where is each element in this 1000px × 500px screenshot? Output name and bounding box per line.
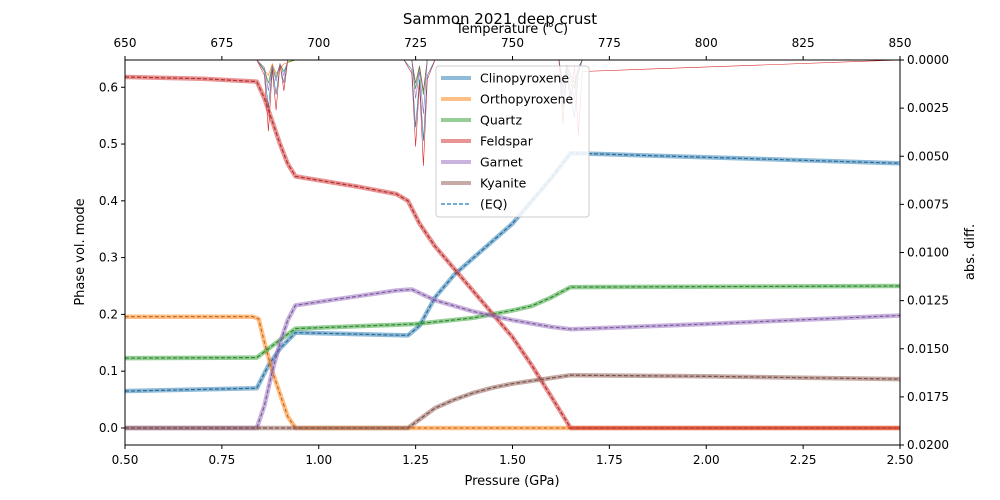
chart-title: Sammon 2021 deep crust (403, 10, 597, 28)
x-tick-label: 1.00 (305, 453, 332, 467)
eq-overlay-kyanite (125, 374, 900, 429)
y2-tick-label: 0.0175 (907, 390, 949, 404)
y-tick-label: 0.4 (99, 194, 118, 208)
legend-box (435, 65, 590, 218)
legend-item: Feldspar (441, 134, 534, 149)
top-axis-label: Temperature (°C) (455, 22, 568, 37)
y-tick-label: 0.2 (99, 307, 118, 321)
eq-line-kyanite (125, 374, 900, 429)
x-tick-label: 2.25 (790, 453, 817, 467)
y2-tick-label: 0.0100 (907, 246, 949, 260)
legend-label: Garnet (480, 155, 523, 170)
x-tick-label: 0.75 (209, 453, 236, 467)
top-x-tick-label: 800 (695, 36, 718, 50)
top-x-tick-label: 725 (404, 36, 427, 50)
y-tick-label: 0.6 (99, 80, 118, 94)
y2-tick-label: 0.0000 (907, 53, 949, 67)
eq-overlay-feldspar (125, 76, 900, 429)
eq-overlay-garnet (125, 288, 900, 429)
eq-overlay-orthopyroxene (125, 316, 900, 429)
x-tick-label: 2.00 (693, 453, 720, 467)
legend-label: Kyanite (480, 176, 527, 191)
legend-item: Garnet (441, 155, 523, 170)
top-x-tick-label: 675 (210, 36, 233, 50)
legend-label: Clinopyroxene (480, 71, 569, 86)
x-tick-label: 0.50 (112, 453, 139, 467)
top-x-tick-label: 775 (598, 36, 621, 50)
legend-label: (EQ) (480, 197, 508, 212)
legend-label: Orthopyroxene (480, 92, 574, 107)
top-x-tick-label: 825 (792, 36, 815, 50)
phase-mode-lines (125, 74, 900, 431)
legend-item: (EQ) (441, 197, 508, 212)
top-x-tick-label: 650 (114, 36, 137, 50)
y-tick-label: 0.1 (99, 364, 118, 378)
y2-tick-label: 0.0200 (907, 438, 949, 452)
y-tick-label: 0.3 (99, 251, 118, 265)
top-x-tick-label: 850 (889, 36, 912, 50)
legend-label: Quartz (480, 113, 522, 128)
legend-item: Clinopyroxene (441, 71, 569, 86)
eq-line-orthopyroxene (125, 316, 900, 429)
y-axis-right: 0.0000 0.0025 0.0050 0.0075 0.0100 0.0125 0.01… (900, 53, 949, 452)
legend-label: Feldspar (480, 134, 534, 149)
y-tick-label: 0.0 (99, 421, 118, 435)
series-line-orthopyroxene (125, 314, 900, 431)
y-axis-left: 0.0 0.1 0.2 0.3 0.4 0.5 0.6 (99, 80, 125, 435)
y2-tick-label: 0.0025 (907, 101, 949, 115)
x-axis-bottom: 0.50 0.75 1.00 1.25 1.50 1.75 2.00 2.25 2.50 (112, 445, 914, 467)
eq-overlay-quartz (125, 285, 900, 359)
x-tick-label: 1.75 (596, 453, 623, 467)
y-axis-label: Phase vol. mode (73, 198, 88, 305)
y2-tick-label: 0.0150 (907, 342, 949, 356)
x-tick-label: 2.50 (887, 453, 914, 467)
x-tick-label: 1.25 (402, 453, 429, 467)
y2-tick-label: 0.0075 (907, 197, 949, 211)
top-x-tick-label: 700 (307, 36, 330, 50)
legend: Clinopyroxene Orthopyroxene Quartz Feldspar… (435, 65, 590, 218)
legend-item: Quartz (441, 113, 522, 128)
legend-item: Kyanite (441, 176, 527, 191)
y2-tick-label: 0.0125 (907, 294, 949, 308)
y2-axis-label: abs. diff. (963, 224, 978, 280)
legend-item: Orthopyroxene (441, 92, 574, 107)
x-axis-label: Pressure (GPa) (464, 474, 559, 489)
x-axis-top: 650 675 700 725 750 775 800 825 850 (114, 36, 912, 60)
y-tick-label: 0.5 (99, 137, 118, 151)
top-x-tick-label: 750 (501, 36, 524, 50)
x-tick-label: 1.50 (499, 453, 526, 467)
y2-tick-label: 0.0050 (907, 149, 949, 163)
